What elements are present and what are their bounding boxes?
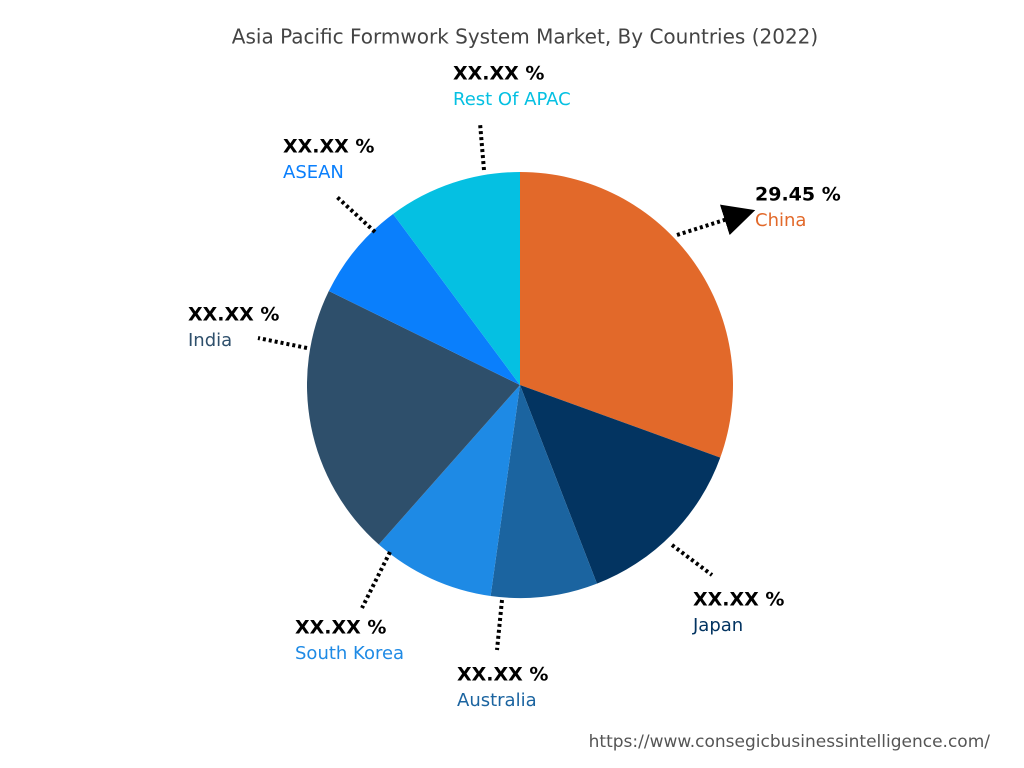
pie-slice <box>393 172 520 385</box>
category-label: ASEAN <box>283 162 344 183</box>
leader-line <box>676 204 756 237</box>
leader-line <box>257 336 308 350</box>
pie-slice <box>328 213 520 385</box>
category-label: Australia <box>457 690 537 711</box>
pie-slice <box>520 172 733 458</box>
leader-line <box>478 122 486 171</box>
pie-slice <box>307 291 520 545</box>
value-label: 29.45 % <box>755 184 841 206</box>
value-label: XX.XX % <box>457 664 548 686</box>
leader-line <box>335 195 377 234</box>
pie-slice <box>520 385 721 584</box>
category-label: Japan <box>692 615 743 636</box>
leader-line <box>360 551 392 609</box>
category-label: Rest Of APAC <box>453 89 571 110</box>
source: https://www.consegicbusinessintelligence… <box>589 732 991 752</box>
leader-line <box>670 543 714 577</box>
value-label: XX.XX % <box>295 617 386 639</box>
category-label: China <box>755 210 806 231</box>
value-label: XX.XX % <box>188 304 279 326</box>
value-label: XX.XX % <box>283 136 374 158</box>
chart-title: Asia Pacific Formwork System Market, By … <box>232 25 818 49</box>
pie-slice <box>378 385 520 596</box>
leader-line <box>495 599 504 651</box>
category-label: South Korea <box>295 643 404 664</box>
pie-slice <box>490 385 597 598</box>
category-label: India <box>188 330 232 351</box>
value-label: XX.XX % <box>453 63 544 85</box>
value-label: XX.XX % <box>693 589 784 611</box>
